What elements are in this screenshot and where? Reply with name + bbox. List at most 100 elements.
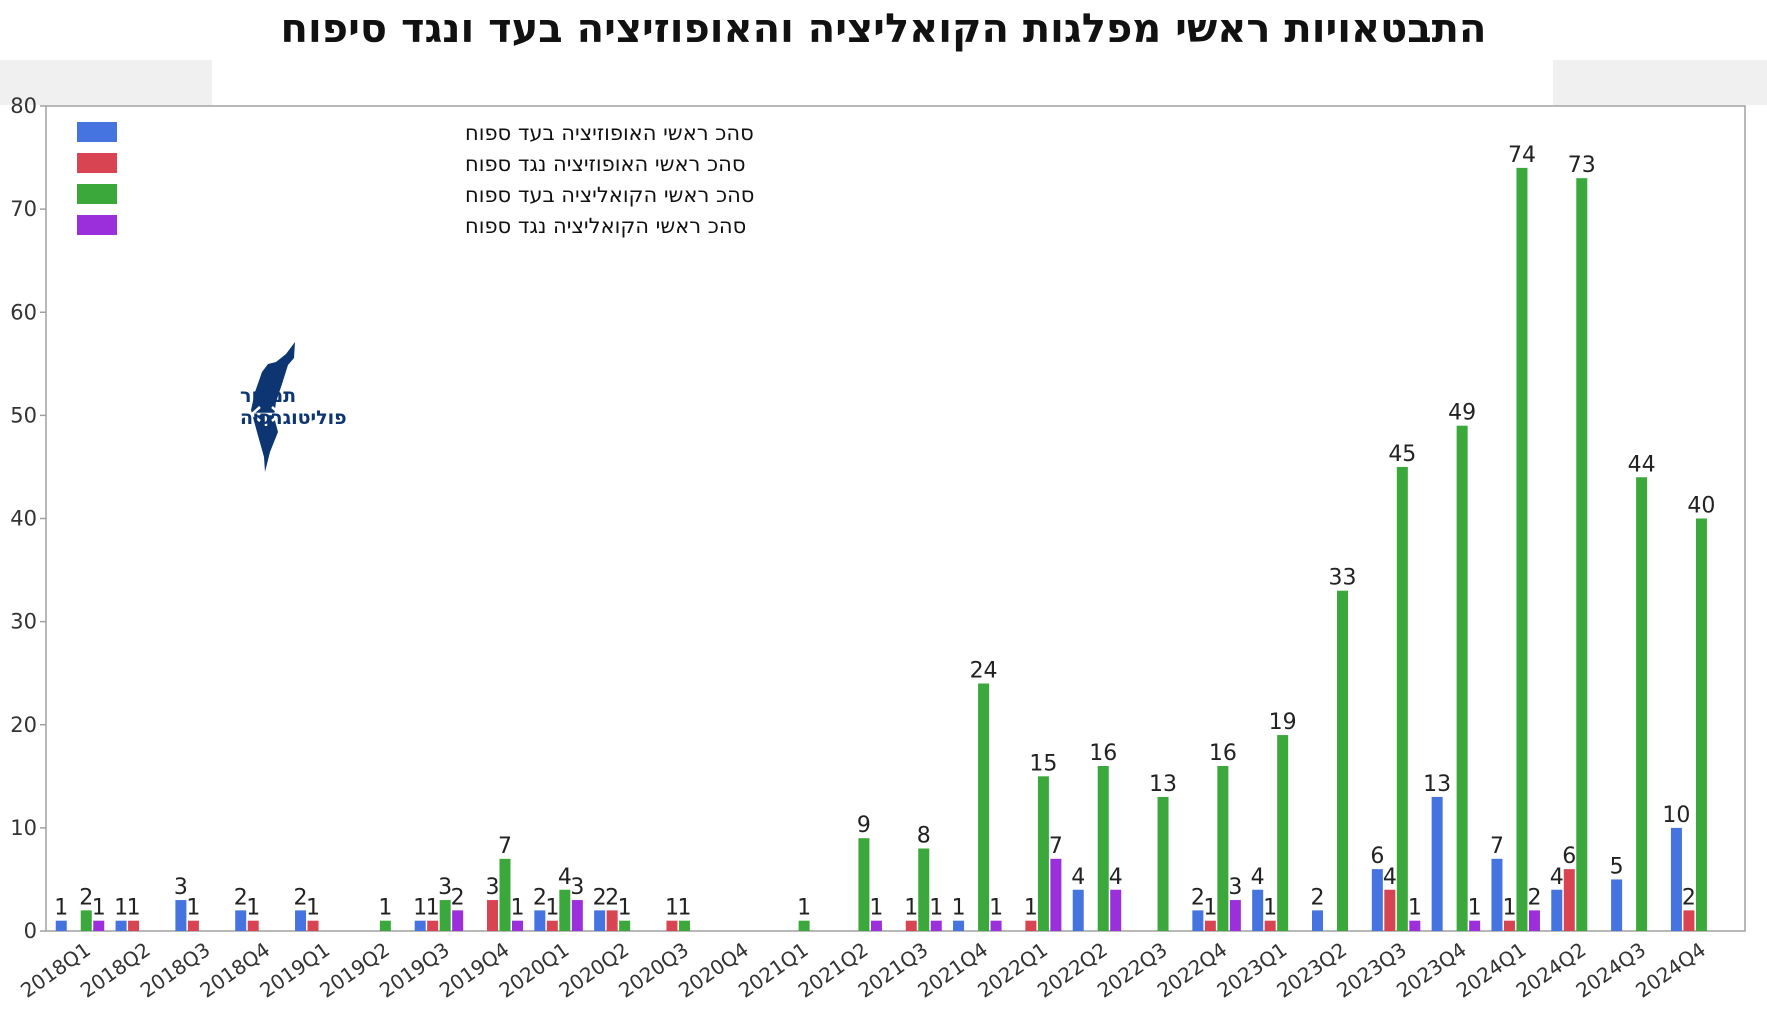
- bar-s0-2021Q4: [953, 920, 965, 931]
- value-label: 16: [1089, 741, 1117, 766]
- bar-s1-2024Q1: [1503, 920, 1515, 931]
- value-label: 45: [1388, 442, 1416, 467]
- y-tick-label: 40: [10, 507, 37, 531]
- bar-s0-2023Q3: [1371, 869, 1383, 931]
- bar-s2-2021Q3: [918, 848, 930, 931]
- value-label: 2: [1191, 885, 1205, 910]
- bar-s1-2024Q2: [1563, 869, 1575, 931]
- bar-s3-2022Q4: [1229, 900, 1241, 931]
- bar-s0-2024Q4: [1670, 827, 1682, 931]
- bar-s3-2023Q3: [1409, 920, 1421, 931]
- bar-s2-2023Q2: [1337, 590, 1348, 931]
- bar-s2-2024Q1: [1516, 167, 1528, 931]
- bar-s0-2018Q2: [115, 920, 127, 931]
- value-label: 1: [92, 896, 106, 921]
- bar-s0-2018Q3: [175, 900, 187, 931]
- value-label: 3: [570, 875, 584, 900]
- value-label: 1: [186, 896, 200, 921]
- bar-s3-2019Q4: [512, 920, 523, 931]
- bar-s2-2024Q4: [1695, 518, 1707, 931]
- y-tick-label: 80: [10, 94, 37, 118]
- arrows-icon: [251, 406, 281, 426]
- value-label: 1: [1502, 896, 1516, 921]
- y-tick-label: 70: [10, 197, 37, 221]
- legend-label: סהכ ראשי האופוזיציה נגד ספוח: [465, 152, 746, 176]
- legend-swatch: [77, 153, 117, 173]
- y-axis: 0 10 20 30 40 50 60 70 80: [10, 94, 46, 943]
- value-label: 1: [618, 896, 632, 921]
- value-label: 2: [1682, 885, 1696, 910]
- value-label: 3: [1228, 875, 1242, 900]
- legend: סהכ ראשי האופוזיציה בעד ספוח סהכ ראשי האו…: [77, 121, 754, 238]
- value-label: 44: [1628, 452, 1656, 477]
- value-label: 73: [1568, 153, 1596, 178]
- value-label: 1: [306, 896, 320, 921]
- value-label: 7: [498, 834, 512, 859]
- value-label: 2: [1311, 885, 1325, 910]
- header-strip-left: [0, 60, 212, 105]
- value-label: 2: [79, 885, 93, 910]
- value-label: 15: [1029, 751, 1057, 776]
- value-label: 1: [677, 896, 691, 921]
- value-label: 8: [917, 824, 931, 849]
- value-label: 1: [246, 896, 260, 921]
- y-tick-label: 30: [10, 610, 37, 634]
- value-label: 2: [451, 885, 465, 910]
- value-label: 1: [869, 896, 883, 921]
- bar-s3-2021Q3: [930, 920, 942, 931]
- bar-s1-2018Q3: [187, 920, 199, 931]
- y-tick-label: 10: [10, 816, 37, 840]
- bar-s1-2019Q1: [307, 920, 319, 931]
- value-label: 1: [1468, 896, 1482, 921]
- bar-s0-2023Q1: [1252, 889, 1264, 931]
- bar-s2-2023Q4: [1456, 425, 1468, 931]
- bar-s3-2023Q4: [1469, 920, 1481, 931]
- value-label: 7: [1490, 834, 1504, 859]
- bar-s1-2024Q4: [1683, 910, 1695, 931]
- value-label: 1: [1263, 896, 1277, 921]
- value-label: 2: [1527, 885, 1541, 910]
- bar-s1-2018Q2: [128, 920, 140, 931]
- bar-s3-2021Q4: [990, 920, 1002, 931]
- legend-swatch: [77, 215, 117, 235]
- bar-s1-2022Q1: [1025, 920, 1037, 931]
- bar-s3-2022Q1: [1050, 858, 1062, 931]
- bar-s1-2018Q4: [247, 920, 259, 931]
- value-label: 4: [558, 865, 572, 890]
- bar-s1-2022Q4: [1204, 920, 1216, 931]
- value-label: 13: [1149, 772, 1177, 797]
- bar-s2-2020Q2: [619, 920, 631, 931]
- legend-label: סהכ ראשי הקואליציה נגד ספוח: [465, 214, 746, 238]
- value-label: 1: [797, 896, 811, 921]
- value-label: 24: [970, 659, 998, 684]
- value-label: 4: [1550, 865, 1564, 890]
- bar-s3-2021Q2: [870, 920, 882, 931]
- bar-s1-2020Q1: [546, 920, 558, 931]
- bar-s0-2023Q2: [1312, 910, 1323, 931]
- value-label: 1: [1408, 896, 1422, 921]
- bar-s1-2023Q1: [1264, 920, 1276, 931]
- value-label: 1: [378, 896, 392, 921]
- value-label: 2: [533, 885, 547, 910]
- value-label: 1: [665, 896, 679, 921]
- value-label: 1: [511, 896, 525, 921]
- bar-s2-2020Q3: [678, 920, 690, 931]
- bar-s1-2020Q2: [606, 910, 618, 931]
- value-label: 19: [1269, 710, 1297, 735]
- value-label: 1: [1203, 896, 1217, 921]
- y-tick-label: 20: [10, 713, 37, 737]
- y-tick-label: 60: [10, 300, 37, 324]
- bar-s2-2022Q2: [1097, 766, 1109, 931]
- value-label: 7: [1049, 834, 1063, 859]
- plot-frame: [45, 105, 1746, 932]
- legend-label: סהכ ראשי הקואליציה בעד ספוח: [465, 183, 754, 207]
- bar-s0-2019Q1: [295, 910, 307, 931]
- bar-s2-2020Q1: [559, 889, 571, 931]
- logo: תמרור פוליטוגרפיה: [240, 342, 347, 472]
- bar-s2-2023Q1: [1277, 735, 1289, 931]
- y-tick-label: 0: [24, 919, 37, 943]
- value-label: 3: [486, 875, 500, 900]
- legend-label: סהכ ראשי האופוזיציה בעד ספוח: [465, 121, 754, 145]
- bar-s1-2019Q3: [427, 920, 439, 931]
